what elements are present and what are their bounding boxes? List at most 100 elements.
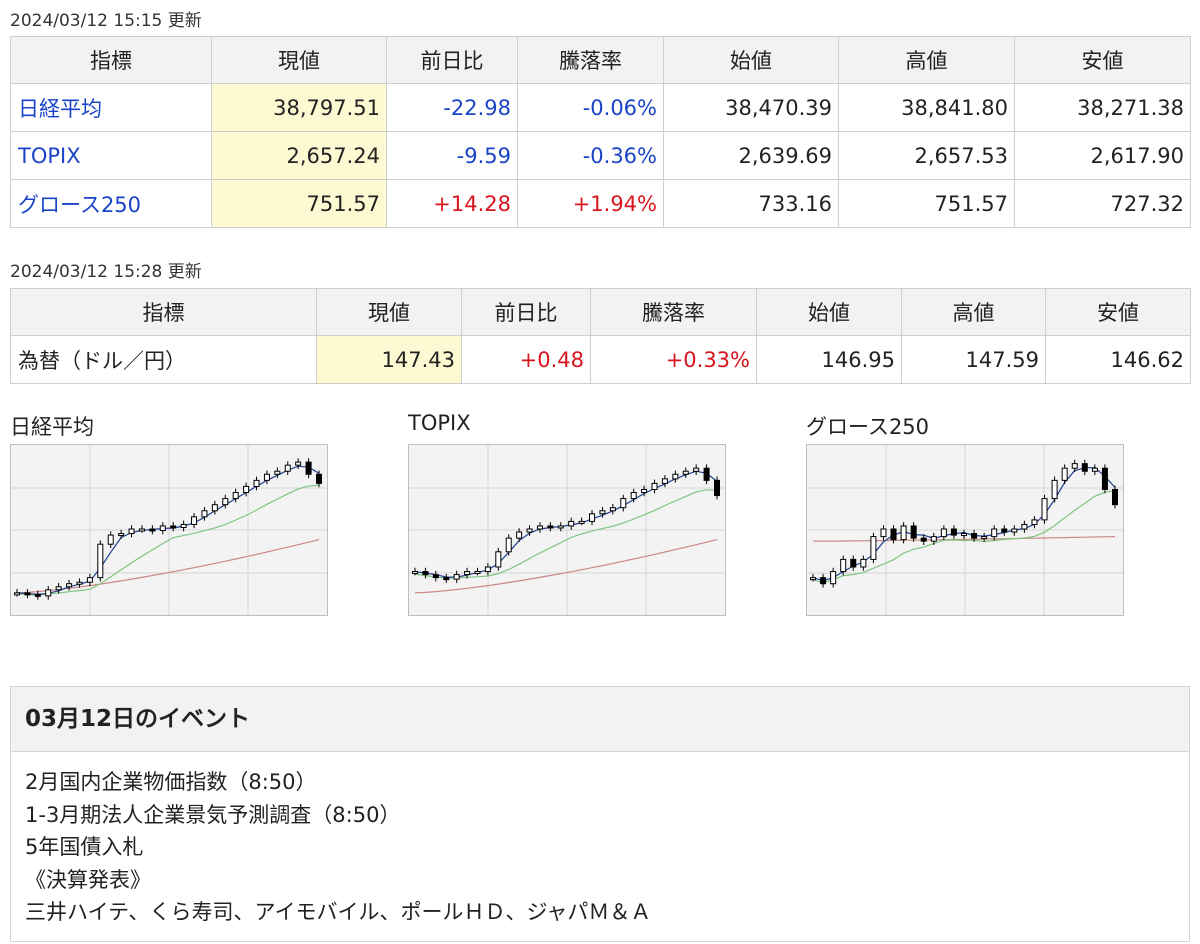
- candle-body: [682, 470, 689, 475]
- low-value: 727.32: [1014, 179, 1191, 228]
- rate-value: +0.33%: [590, 335, 757, 384]
- candle-body: [547, 525, 554, 529]
- candle-body: [201, 510, 208, 518]
- current-value: 147.43: [316, 335, 462, 384]
- header-open: 始値: [756, 288, 902, 336]
- ma-long-line: [414, 539, 718, 594]
- list-item: 《決算発表》: [25, 867, 151, 892]
- table-header-row: 指標 現値 前日比 騰落率 始値 高値 安値: [10, 36, 1191, 84]
- candle-body: [1061, 467, 1068, 481]
- candle-body: [940, 528, 947, 538]
- candle-body: [232, 492, 239, 500]
- change-value: +0.48: [461, 335, 591, 384]
- candle-body: [107, 534, 114, 545]
- candle-body: [14, 592, 20, 596]
- candle-body: [191, 516, 198, 525]
- header-index: 指標: [10, 288, 317, 336]
- candle-body: [557, 525, 564, 529]
- candle-body: [243, 485, 250, 494]
- candle-body: [474, 571, 481, 575]
- candle-body: [295, 461, 302, 466]
- candle-body: [991, 528, 998, 538]
- candle-body: [45, 589, 52, 597]
- high-value: 751.57: [838, 179, 1015, 228]
- candle-body: [138, 528, 145, 532]
- header-change: 前日比: [386, 36, 518, 84]
- candle-body: [159, 525, 166, 532]
- candle-body: [55, 586, 62, 591]
- table-header-row: 指標 現値 前日比 騰落率 始値 高値 安値: [10, 288, 1191, 336]
- growth250-chart[interactable]: [806, 444, 1124, 616]
- high-value: 2,657.53: [838, 131, 1015, 180]
- candle-body: [890, 528, 897, 541]
- candle-body: [170, 525, 177, 529]
- header-rate: 騰落率: [590, 288, 757, 336]
- candle-body: [693, 467, 700, 472]
- candle-body: [222, 498, 229, 506]
- topix-chart-svg: [409, 445, 725, 615]
- ma-short-line: [812, 467, 1116, 582]
- header-high: 高値: [838, 36, 1015, 84]
- candle-body: [870, 536, 877, 560]
- index-link-nikkei[interactable]: 日経平均: [10, 83, 212, 132]
- candle-body: [149, 528, 156, 532]
- candle-body: [526, 528, 533, 533]
- candle-body: [66, 583, 73, 588]
- candle-body: [703, 467, 710, 481]
- candle-body: [930, 536, 937, 542]
- candle-body: [840, 558, 847, 573]
- candle-body: [86, 577, 93, 583]
- fx-name: 為替（ドル／円）: [10, 335, 317, 384]
- candle-body: [910, 525, 917, 539]
- high-value: 38,841.80: [838, 83, 1015, 132]
- header-rate: 騰落率: [517, 36, 664, 84]
- open-value: 146.95: [756, 335, 902, 384]
- current-value: 751.57: [211, 179, 387, 228]
- candle-body: [274, 470, 281, 475]
- growth250-chart-svg: [807, 445, 1123, 615]
- nikkei-chart-svg: [11, 445, 327, 615]
- candle-body: [76, 581, 83, 585]
- candle-body: [589, 513, 596, 522]
- candle-body: [599, 510, 606, 515]
- events-list: 2月国内企業物価指数（8:50） 1-3月期法人企業景気予測調査（8:50） 5…: [11, 752, 1189, 929]
- chart-title-growth250: グロース250: [806, 415, 930, 439]
- open-value: 733.16: [663, 179, 839, 228]
- candle-body: [630, 492, 637, 500]
- header-current: 現値: [316, 288, 462, 336]
- header-low: 安値: [1014, 36, 1191, 84]
- candle-body: [661, 478, 668, 484]
- rate-value: -0.06%: [517, 83, 664, 132]
- candle-body: [1091, 467, 1098, 472]
- low-value: 2,617.90: [1014, 131, 1191, 180]
- current-value: 2,657.24: [211, 131, 387, 180]
- candle-body: [971, 533, 978, 539]
- candle-body: [211, 504, 218, 512]
- ma-short-line: [414, 470, 718, 578]
- candle-body: [1051, 479, 1058, 500]
- candle-body: [24, 592, 31, 596]
- fx-update-time: 2024/03/12 15:28 更新: [10, 262, 202, 282]
- candle-body: [263, 473, 270, 481]
- candle-body: [820, 577, 827, 585]
- index-link-growth250[interactable]: グロース250: [10, 179, 212, 228]
- table-row: 日経平均 38,797.51 -22.98 -0.06% 38,470.39 3…: [10, 83, 1191, 132]
- table-row: TOPIX 2,657.24 -9.59 -0.36% 2,639.69 2,6…: [10, 131, 1191, 180]
- candle-body: [880, 528, 887, 538]
- nikkei-chart[interactable]: [10, 444, 328, 616]
- index-link-topix[interactable]: TOPIX: [10, 131, 212, 180]
- open-value: 2,639.69: [663, 131, 839, 180]
- high-value: 147.59: [901, 335, 1046, 384]
- table-row: グロース250 751.57 +14.28 +1.94% 733.16 751.…: [10, 179, 1191, 228]
- ma-mid-line: [16, 484, 320, 596]
- low-value: 38,271.38: [1014, 83, 1191, 132]
- candle-body: [253, 479, 260, 487]
- topix-chart[interactable]: [408, 444, 726, 616]
- candle-body: [432, 574, 439, 579]
- fx-table: 指標 現値 前日比 騰落率 始値 高値 安値 為替（ドル／円） 147.43 +…: [10, 288, 1191, 384]
- ma-mid-line: [414, 489, 718, 579]
- candle-body: [316, 473, 322, 484]
- ma-long-line: [16, 539, 320, 594]
- ma-mid-line: [812, 489, 1116, 584]
- candle-body: [34, 593, 41, 597]
